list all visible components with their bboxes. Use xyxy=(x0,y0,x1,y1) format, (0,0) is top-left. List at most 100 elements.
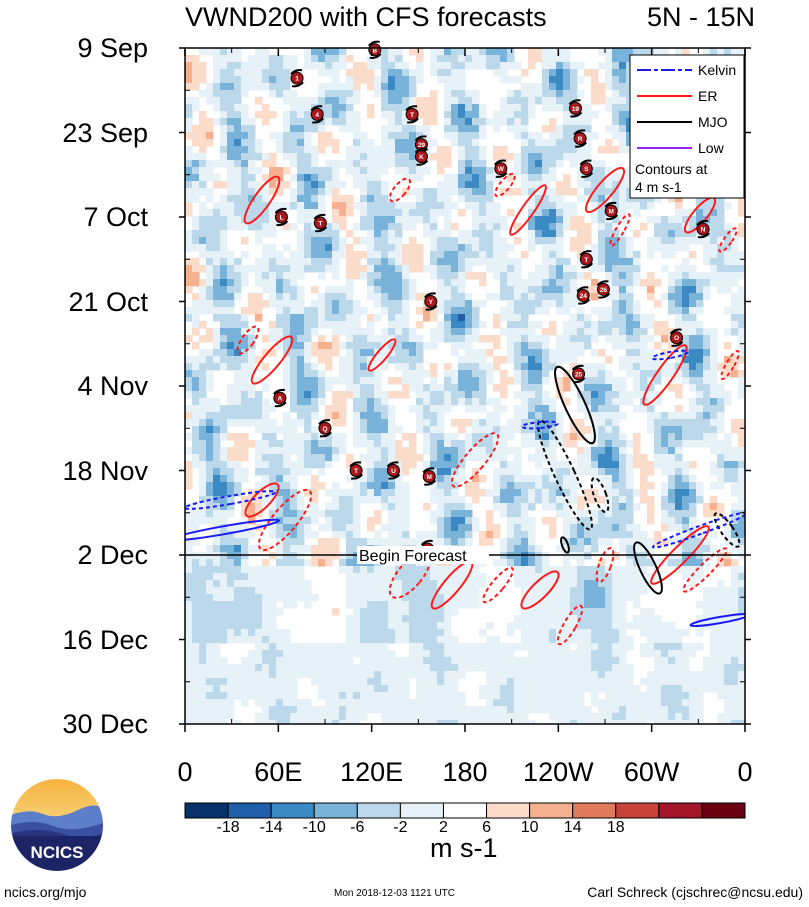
field-cell xyxy=(563,174,571,182)
field-cell xyxy=(346,104,354,112)
field-cell xyxy=(633,195,641,203)
field-cell xyxy=(689,398,697,406)
field-cell xyxy=(675,202,683,210)
field-cell xyxy=(395,286,403,294)
field-cell xyxy=(465,160,473,168)
field-cell xyxy=(514,125,522,133)
field-cell xyxy=(612,272,620,280)
field-cell xyxy=(647,426,655,434)
field-cell xyxy=(654,237,662,245)
field-cell xyxy=(696,356,704,364)
field-cell xyxy=(458,447,466,455)
field-cell xyxy=(675,230,683,238)
field-cell xyxy=(577,90,585,98)
field-cell xyxy=(213,573,221,581)
field-cell xyxy=(409,146,417,154)
field-cell xyxy=(605,230,613,238)
field-cell xyxy=(514,160,522,168)
field-cell xyxy=(619,328,627,336)
field-cell xyxy=(388,139,396,147)
field-cell xyxy=(486,538,494,546)
field-cell xyxy=(430,622,438,630)
field-cell xyxy=(710,209,718,217)
field-cell xyxy=(521,139,529,147)
field-cell xyxy=(262,559,270,567)
field-cell xyxy=(192,510,200,518)
field-cell xyxy=(493,454,501,462)
field-cell xyxy=(430,433,438,441)
field-cell xyxy=(577,573,585,581)
field-cell xyxy=(430,370,438,378)
field-cell xyxy=(612,118,620,126)
field-cell xyxy=(738,265,745,273)
field-cell xyxy=(199,587,207,595)
field-cell xyxy=(332,524,340,532)
field-cell xyxy=(605,510,613,518)
field-cell xyxy=(199,412,207,420)
field-cell xyxy=(381,272,389,280)
field-cell xyxy=(465,104,473,112)
field-cell xyxy=(220,293,228,301)
field-cell xyxy=(304,468,312,476)
field-cell xyxy=(724,440,732,448)
field-cell xyxy=(255,566,263,574)
field-cell xyxy=(584,594,592,602)
field-cell xyxy=(486,363,494,371)
field-cell xyxy=(444,209,452,217)
field-cell xyxy=(724,587,732,595)
field-cell xyxy=(717,468,725,476)
field-cell xyxy=(276,454,284,462)
field-cell xyxy=(605,489,613,497)
field-cell xyxy=(458,146,466,154)
field-cell xyxy=(549,48,557,56)
field-cell xyxy=(521,314,529,322)
field-cell xyxy=(346,286,354,294)
field-cell xyxy=(409,601,417,609)
field-cell xyxy=(199,244,207,252)
field-cell xyxy=(696,286,704,294)
field-cell xyxy=(612,251,620,259)
field-cell xyxy=(528,90,536,98)
field-cell xyxy=(584,363,592,371)
field-cell xyxy=(472,398,480,406)
field-cell xyxy=(290,545,298,553)
field-cell xyxy=(381,447,389,455)
field-cell xyxy=(514,111,522,119)
field-cell xyxy=(269,69,277,77)
field-cell xyxy=(255,181,263,189)
field-cell xyxy=(675,412,683,420)
field-cell xyxy=(430,195,438,203)
field-cell xyxy=(437,622,445,630)
field-cell xyxy=(430,440,438,448)
field-cell xyxy=(402,538,410,546)
field-cell xyxy=(598,468,606,476)
field-cell xyxy=(311,391,319,399)
field-cell xyxy=(430,188,438,196)
field-cell xyxy=(654,461,662,469)
field-cell xyxy=(206,601,214,609)
field-cell xyxy=(528,377,536,385)
field-cell xyxy=(395,314,403,322)
field-cell xyxy=(521,335,529,343)
field-cell xyxy=(381,412,389,420)
field-cell xyxy=(479,132,487,140)
field-cell xyxy=(220,363,228,371)
field-cell xyxy=(605,377,613,385)
field-cell xyxy=(528,230,536,238)
field-cell xyxy=(311,447,319,455)
field-cell xyxy=(675,300,683,308)
field-cell xyxy=(409,258,417,266)
field-cell xyxy=(549,230,557,238)
field-cell xyxy=(472,111,480,119)
field-cell xyxy=(360,195,368,203)
field-cell xyxy=(626,272,634,280)
field-cell xyxy=(416,370,424,378)
field-cell xyxy=(493,258,501,266)
field-cell xyxy=(416,209,424,217)
field-cell xyxy=(731,538,739,546)
field-cell xyxy=(381,97,389,105)
field-cell xyxy=(689,503,697,511)
field-cell xyxy=(360,265,368,273)
field-cell xyxy=(297,412,305,420)
field-cell xyxy=(717,272,725,280)
